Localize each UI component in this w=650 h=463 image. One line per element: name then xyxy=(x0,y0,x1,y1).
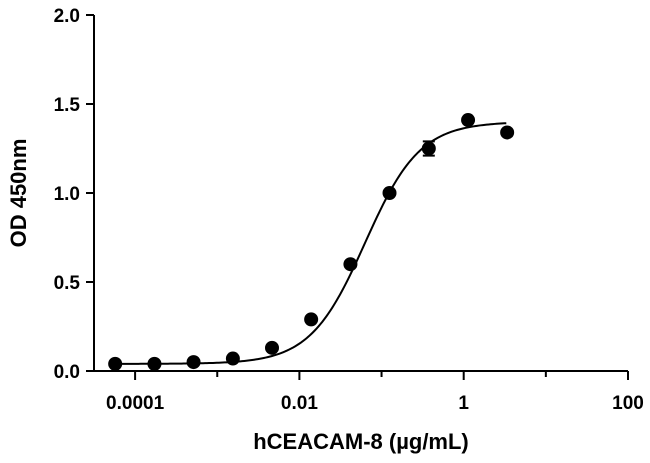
fit-curve xyxy=(115,122,507,365)
x-axis-ticks: 0.0001 0.01 1 100 xyxy=(106,371,644,414)
data-point xyxy=(421,141,436,156)
x-tick-label: 0.0001 xyxy=(106,393,165,414)
data-point xyxy=(108,356,123,371)
data-point xyxy=(304,312,319,327)
data-points xyxy=(108,113,515,371)
y-tick-label: 1.5 xyxy=(54,95,81,116)
data-point xyxy=(461,113,476,128)
y-tick-label: 1.0 xyxy=(54,184,80,205)
data-point xyxy=(265,340,280,355)
fit-curve-layer xyxy=(115,122,507,365)
axes xyxy=(93,15,628,372)
data-point xyxy=(500,125,515,140)
x-tick-label: 100 xyxy=(612,393,644,414)
y-tick-label: 0.5 xyxy=(54,273,81,294)
y-axis-title: OD 450nm xyxy=(6,139,31,248)
x-tick-label: 0.01 xyxy=(281,393,318,414)
data-point xyxy=(343,257,358,272)
data-point xyxy=(147,356,162,371)
data-point xyxy=(382,186,397,200)
data-point xyxy=(225,351,240,366)
x-axis-title: hCEACAM-8 (µg/mL) xyxy=(253,429,469,454)
y-axis-ticks: 0.0 0.5 1.0 1.5 2.0 xyxy=(54,6,94,383)
y-tick-label: 2.0 xyxy=(54,6,80,27)
y-tick-label: 0.0 xyxy=(54,362,80,383)
data-point xyxy=(186,355,201,370)
x-tick-label: 1 xyxy=(458,393,469,414)
